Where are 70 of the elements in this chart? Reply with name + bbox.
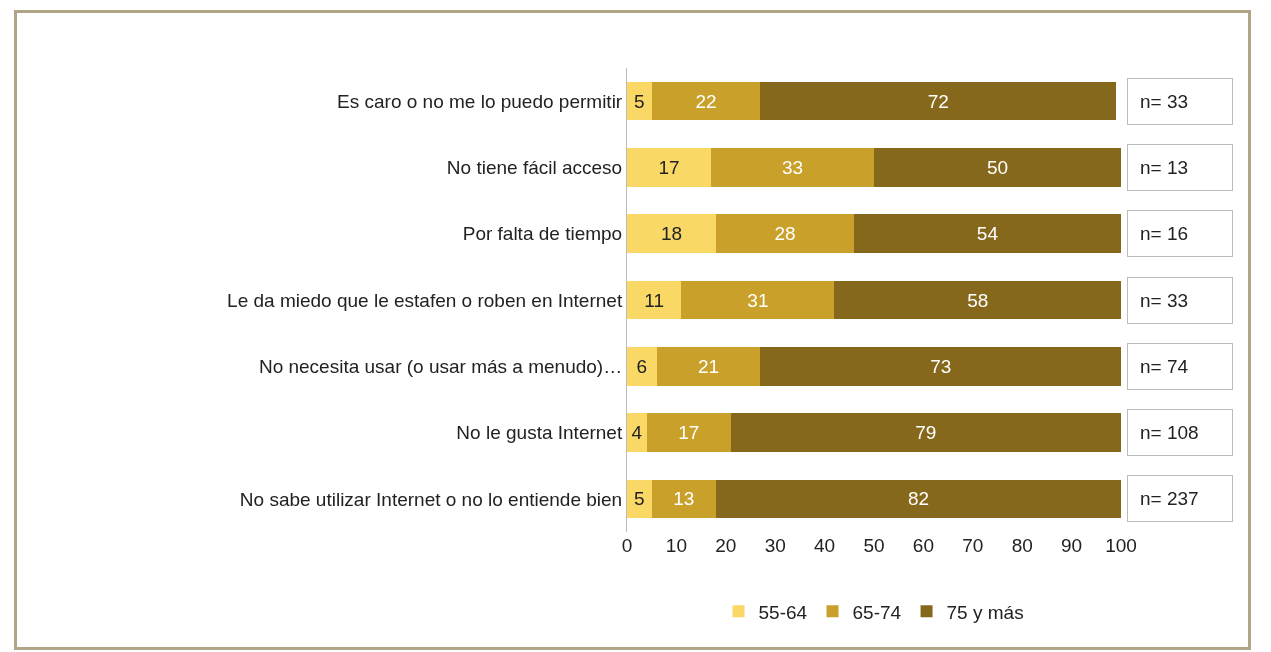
data-label: 4 (631, 422, 643, 444)
x-tick-label: 30 (764, 535, 786, 556)
bar (854, 214, 1121, 253)
bar (627, 479, 652, 519)
y-tick-label: No necesita usar (o usar más a menudo)… (258, 355, 623, 377)
bar (646, 413, 731, 452)
data-label: 33 (781, 156, 804, 178)
x-tick-label: 100 (1105, 535, 1137, 556)
x-tick-label: 50 (863, 535, 885, 556)
data-label: 28 (774, 223, 796, 245)
text: n= 74 (1140, 356, 1189, 377)
bar (760, 81, 1117, 121)
data-label: 79 (915, 422, 937, 444)
data-label: 18 (660, 223, 683, 245)
data-label: 54 (976, 223, 999, 245)
data-label: 72 (927, 90, 949, 112)
text: n= 33 (1140, 91, 1189, 112)
bar (874, 148, 1121, 187)
bar (627, 413, 647, 452)
y-tick-label: No le gusta Internet (456, 422, 623, 444)
bar (730, 413, 1121, 452)
data-label: 5 (634, 90, 645, 112)
data-label: 21 (697, 355, 720, 377)
data-label: 11 (644, 289, 665, 311)
data-label: 58 (967, 289, 989, 311)
data-label: 22 (695, 90, 717, 112)
y-tick-label: No tiene fácil acceso (446, 157, 623, 179)
bar (627, 280, 682, 320)
legend-label: 75 y más (946, 601, 1024, 623)
x-tick-label: 90 (1061, 535, 1083, 556)
text: n= 108 (1140, 422, 1199, 443)
data-label: 73 (930, 355, 952, 377)
bar (715, 214, 855, 253)
bar (627, 148, 711, 187)
data-label: 31 (747, 289, 769, 311)
bar (651, 81, 761, 121)
data-label: 17 (678, 422, 700, 444)
x-tick-label: 0 (621, 535, 633, 556)
x-tick-label: 70 (962, 535, 984, 556)
bar (656, 347, 761, 386)
legend-label: 65-74 (852, 601, 902, 623)
x-tick-label: 20 (715, 535, 737, 556)
x-tick-label: 80 (1011, 535, 1033, 556)
x-tick-label: 60 (912, 535, 934, 556)
data-label: 13 (673, 488, 695, 510)
data-label: 5 (634, 488, 645, 510)
y-tick-label: Es caro o no me lo puedo permitir (337, 90, 623, 112)
bar (627, 81, 652, 121)
y-tick-label: Le da miedo que le estafen o roben en Internet (227, 289, 623, 311)
text: n= 13 (1140, 157, 1189, 178)
data-label: 82 (907, 488, 930, 510)
text: n= 237 (1140, 488, 1199, 509)
bar (681, 280, 835, 320)
bar (834, 280, 1121, 320)
bar (715, 479, 1121, 519)
data-label: 17 (658, 156, 680, 178)
data-label: 50 (986, 156, 1009, 178)
bar (710, 148, 874, 187)
bar (760, 347, 1121, 386)
y-tick-label: Por falta de tiempo (462, 223, 623, 245)
bar (627, 214, 716, 253)
y-tick-label: No sabe utilizar Internet o no lo entiende bien (239, 488, 623, 510)
data-label: 6 (636, 355, 648, 377)
x-tick-label: 40 (814, 535, 836, 556)
bar (651, 479, 716, 519)
bar (627, 347, 657, 386)
x-tick-label: 10 (665, 535, 687, 556)
text: n= 33 (1140, 290, 1189, 311)
text: n= 16 (1140, 223, 1189, 244)
legend-label: 55-64 (758, 601, 808, 623)
